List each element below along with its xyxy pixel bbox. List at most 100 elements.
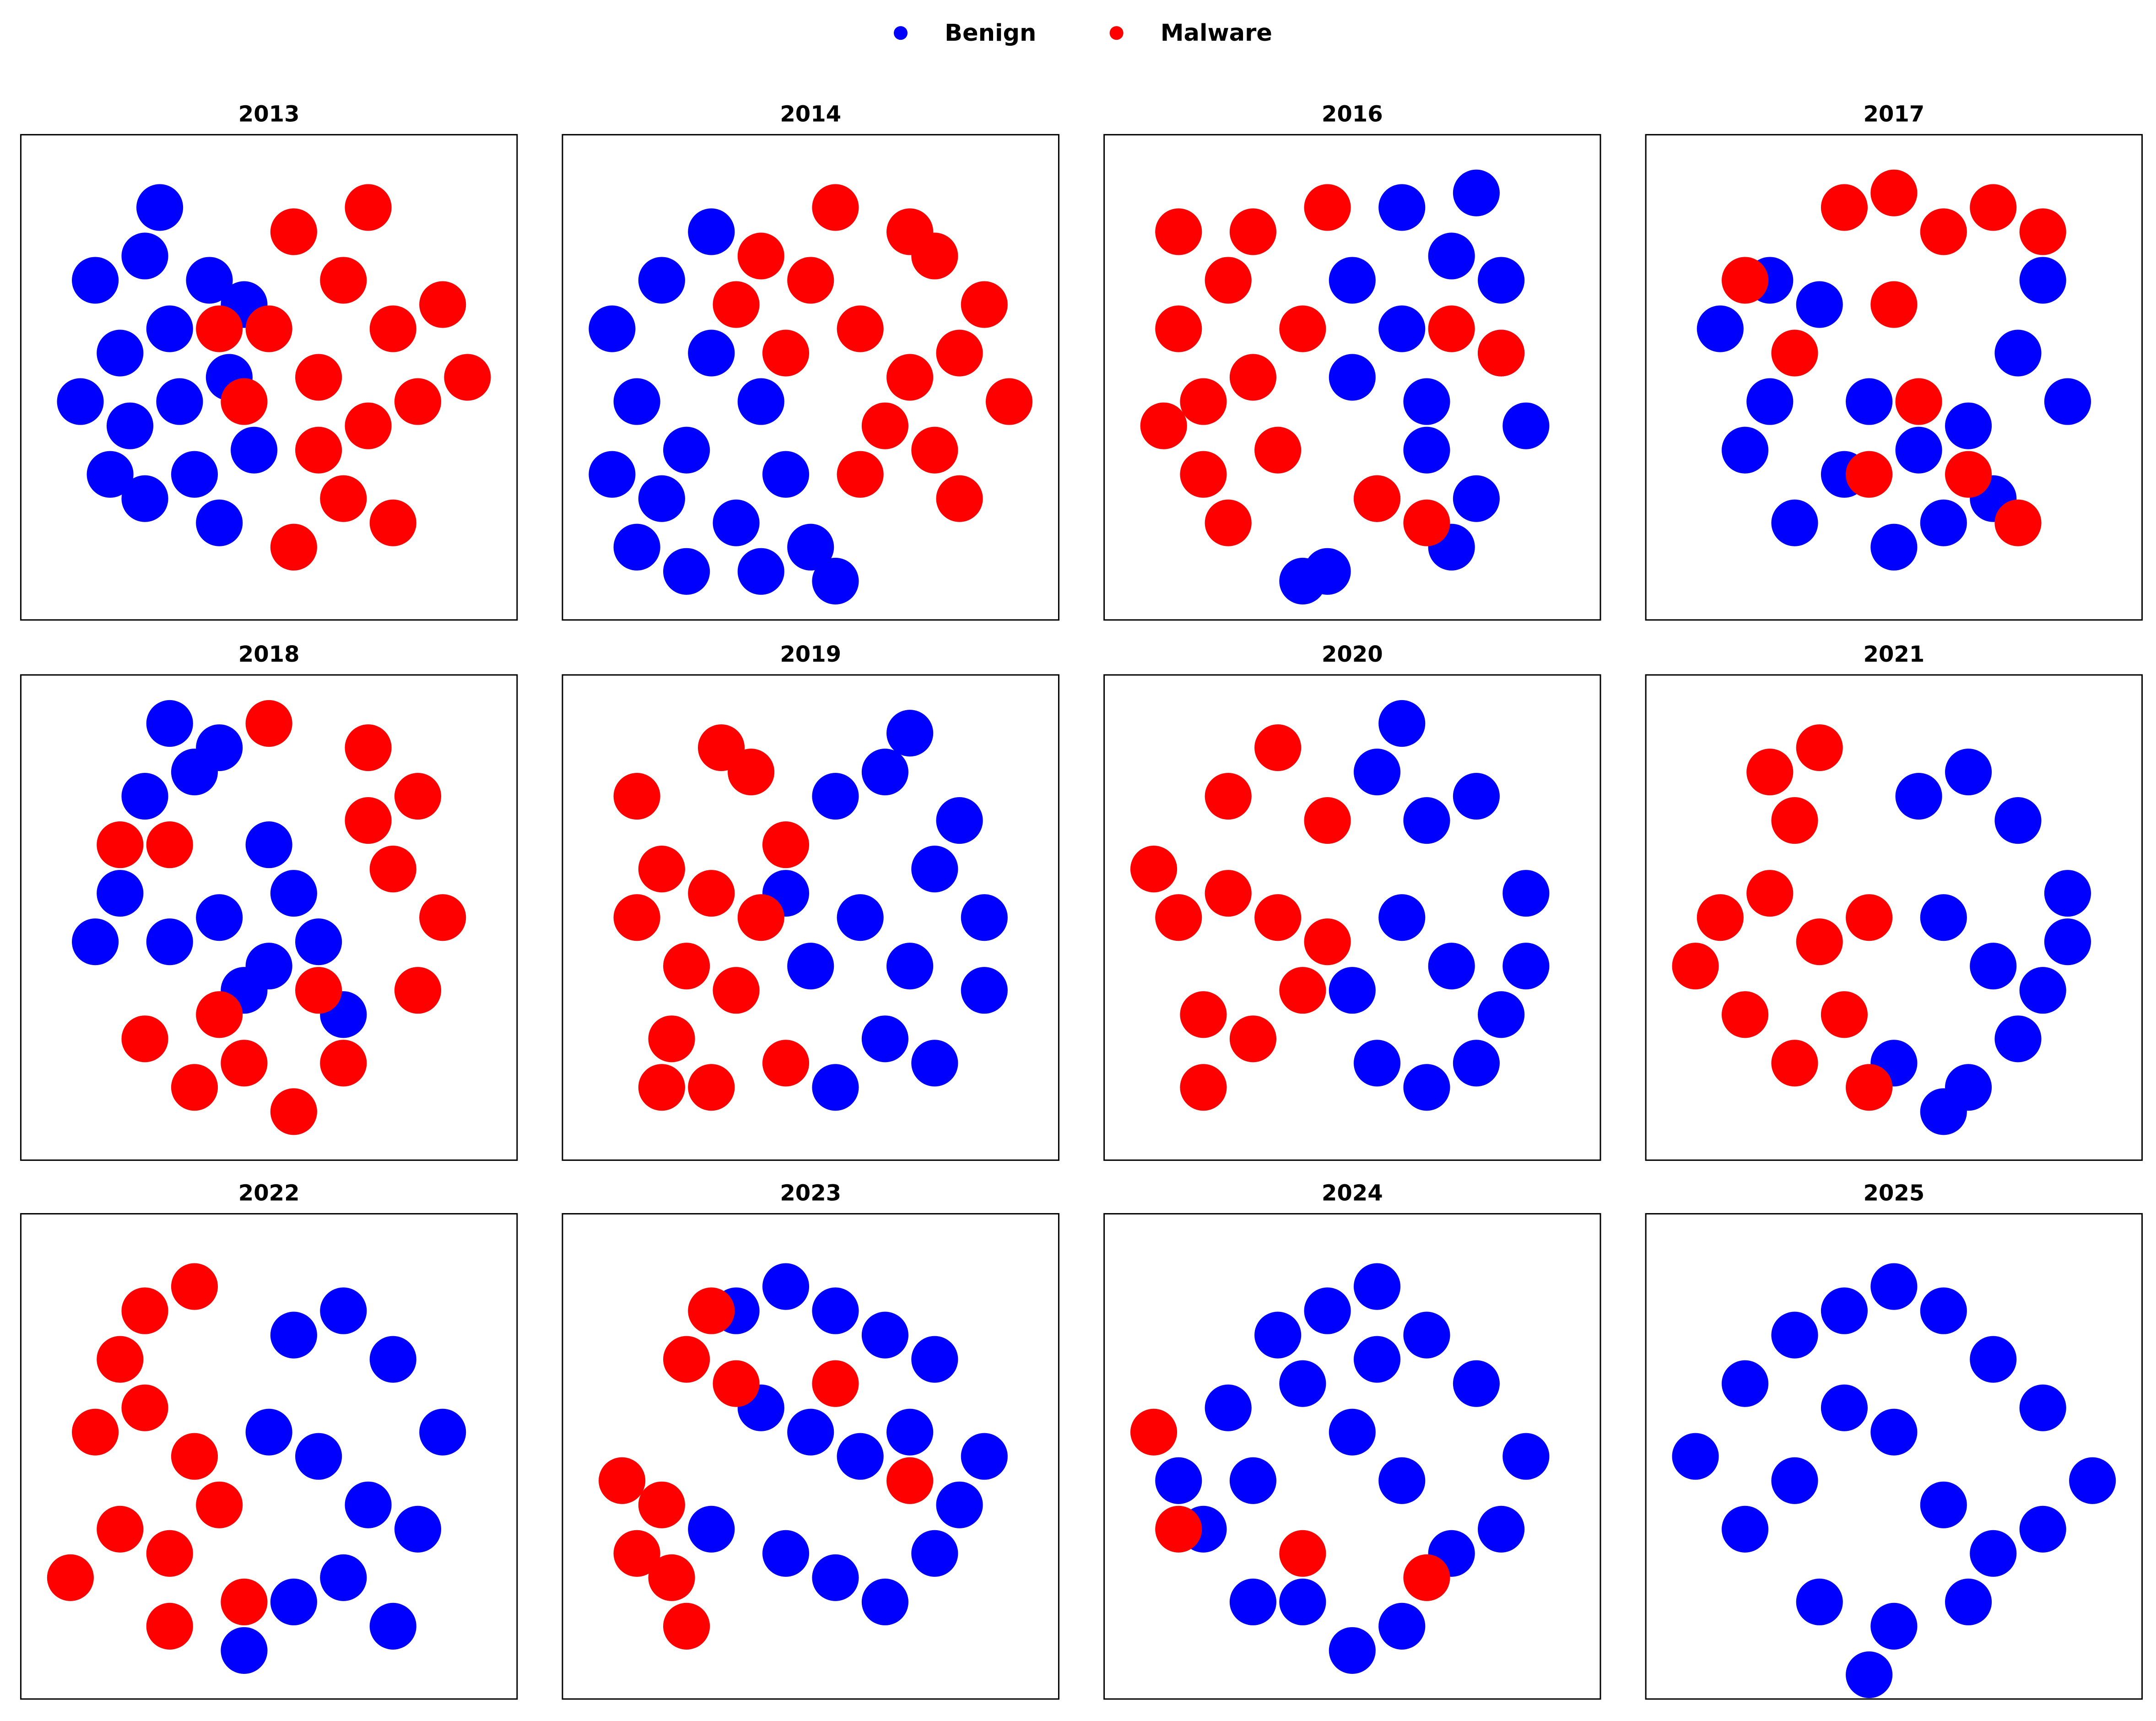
point — [1205, 870, 1252, 917]
point — [688, 208, 735, 255]
panel-title: 2024 — [1322, 1180, 1383, 1206]
point — [1353, 1263, 1401, 1310]
point — [1378, 305, 1426, 352]
point — [663, 548, 710, 595]
point — [1304, 797, 1351, 844]
point — [1254, 724, 1302, 771]
point — [2019, 967, 2066, 1014]
point — [1870, 1602, 1918, 1650]
point — [1229, 354, 1276, 401]
point — [688, 1064, 735, 1111]
panel-frame — [1645, 134, 2143, 621]
point — [1155, 1505, 1202, 1553]
point — [1279, 557, 1326, 605]
point — [146, 305, 193, 352]
point — [1746, 748, 1794, 796]
point — [1796, 1578, 1843, 1625]
point — [1672, 1433, 1719, 1480]
series: Malware — [97, 700, 466, 1135]
point — [270, 870, 317, 917]
point — [737, 548, 784, 595]
point — [369, 305, 416, 352]
point — [1870, 169, 1918, 216]
point — [136, 184, 184, 231]
panel-frame — [1645, 674, 2143, 1161]
point — [1205, 257, 1252, 304]
series: Benign — [221, 1287, 466, 1674]
point — [1920, 1287, 1967, 1334]
point — [613, 1530, 660, 1577]
point — [1205, 499, 1252, 546]
point — [57, 378, 104, 425]
point — [787, 1408, 834, 1456]
point — [837, 305, 884, 352]
point — [1697, 305, 1744, 352]
point — [1502, 870, 1550, 917]
point — [1403, 499, 1450, 546]
panel-title: 2023 — [780, 1180, 841, 1206]
point — [121, 1015, 168, 1063]
point — [737, 894, 784, 941]
point — [648, 1554, 695, 1601]
panel-frame — [20, 134, 518, 621]
point — [1453, 1360, 1500, 1407]
point — [688, 1505, 735, 1553]
point — [97, 1505, 144, 1553]
point — [1870, 281, 1918, 328]
point — [369, 1336, 416, 1383]
series: Benign — [688, 1263, 1008, 1625]
series: Malware — [1130, 724, 1351, 1111]
point — [146, 1530, 193, 1577]
point — [1229, 1578, 1276, 1625]
point — [1403, 1554, 1450, 1601]
point — [1821, 1384, 1868, 1431]
series: Benign — [589, 208, 859, 605]
point — [121, 1384, 168, 1431]
point — [1994, 329, 2042, 377]
point — [72, 257, 119, 304]
point — [1846, 451, 1893, 498]
point — [121, 475, 168, 522]
point — [638, 1481, 685, 1528]
point — [1378, 1457, 1426, 1504]
point — [1279, 967, 1326, 1014]
point — [394, 967, 442, 1014]
point — [1478, 1505, 1525, 1553]
point — [837, 451, 884, 498]
point — [688, 1287, 735, 1334]
panel: 2025BenignMalware — [1645, 1180, 2143, 1700]
point — [613, 894, 660, 941]
point — [812, 557, 859, 605]
point — [762, 329, 810, 377]
point — [1771, 1040, 1818, 1087]
point — [146, 700, 193, 747]
point — [1180, 378, 1227, 425]
point — [345, 797, 392, 844]
point — [911, 846, 958, 893]
series: Malware — [613, 724, 810, 1111]
point — [369, 1602, 416, 1650]
panel-frame — [1645, 1213, 2143, 1700]
point — [245, 700, 292, 747]
point — [72, 918, 119, 966]
point — [1796, 918, 1843, 966]
point — [762, 1040, 810, 1087]
point — [1229, 1457, 1276, 1504]
point — [171, 1064, 218, 1111]
point — [2044, 918, 2091, 966]
point — [861, 1311, 908, 1359]
point — [762, 451, 810, 498]
point — [1180, 451, 1227, 498]
point — [589, 305, 636, 352]
point — [1304, 184, 1351, 231]
point — [245, 305, 292, 352]
point — [961, 894, 1008, 941]
point — [1920, 894, 1967, 941]
point — [1155, 208, 1202, 255]
point — [737, 232, 784, 280]
series: Benign — [1697, 257, 2091, 571]
